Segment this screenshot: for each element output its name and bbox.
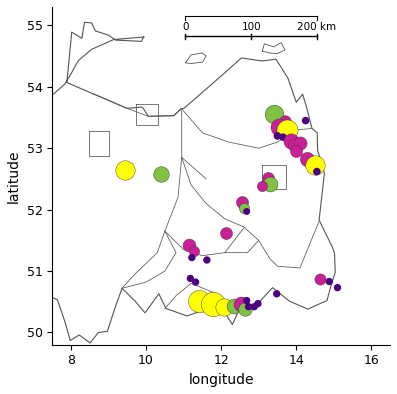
X-axis label: longitude: longitude <box>189 373 254 387</box>
Point <box>287 138 294 144</box>
Point <box>204 257 210 263</box>
Point <box>255 301 261 307</box>
Point <box>196 297 202 304</box>
Point <box>241 205 248 212</box>
Point <box>304 156 310 162</box>
Point <box>312 162 318 169</box>
Point <box>221 303 227 310</box>
Point <box>293 148 299 154</box>
Point <box>239 199 245 205</box>
Point <box>186 242 193 248</box>
Point <box>222 230 229 236</box>
Point <box>326 278 332 284</box>
Point <box>282 117 288 124</box>
Y-axis label: latitude: latitude <box>7 149 21 203</box>
Point <box>270 111 277 117</box>
Point <box>291 142 297 148</box>
Point <box>122 167 129 173</box>
Point <box>230 303 237 309</box>
Point <box>237 301 244 307</box>
Point <box>189 255 195 261</box>
Point <box>283 126 290 133</box>
Point <box>334 284 341 291</box>
Point <box>280 134 286 140</box>
Point <box>193 279 199 285</box>
Point <box>158 171 164 177</box>
Point <box>245 303 252 310</box>
Point <box>187 275 193 282</box>
Point <box>267 181 273 187</box>
Point <box>251 303 257 310</box>
Text: 200 km: 200 km <box>297 22 336 32</box>
Point <box>210 301 216 307</box>
Point <box>259 183 266 190</box>
Point <box>303 117 309 124</box>
Point <box>191 248 197 255</box>
Point <box>243 297 250 304</box>
Point <box>297 140 303 147</box>
Point <box>314 168 320 175</box>
Point <box>243 208 250 215</box>
Point <box>242 306 248 312</box>
Text: 100: 100 <box>241 22 261 32</box>
Point <box>274 133 281 139</box>
Point <box>274 291 280 297</box>
Point <box>317 276 323 282</box>
Text: 0: 0 <box>182 22 189 32</box>
Point <box>276 124 283 130</box>
Point <box>265 175 271 181</box>
